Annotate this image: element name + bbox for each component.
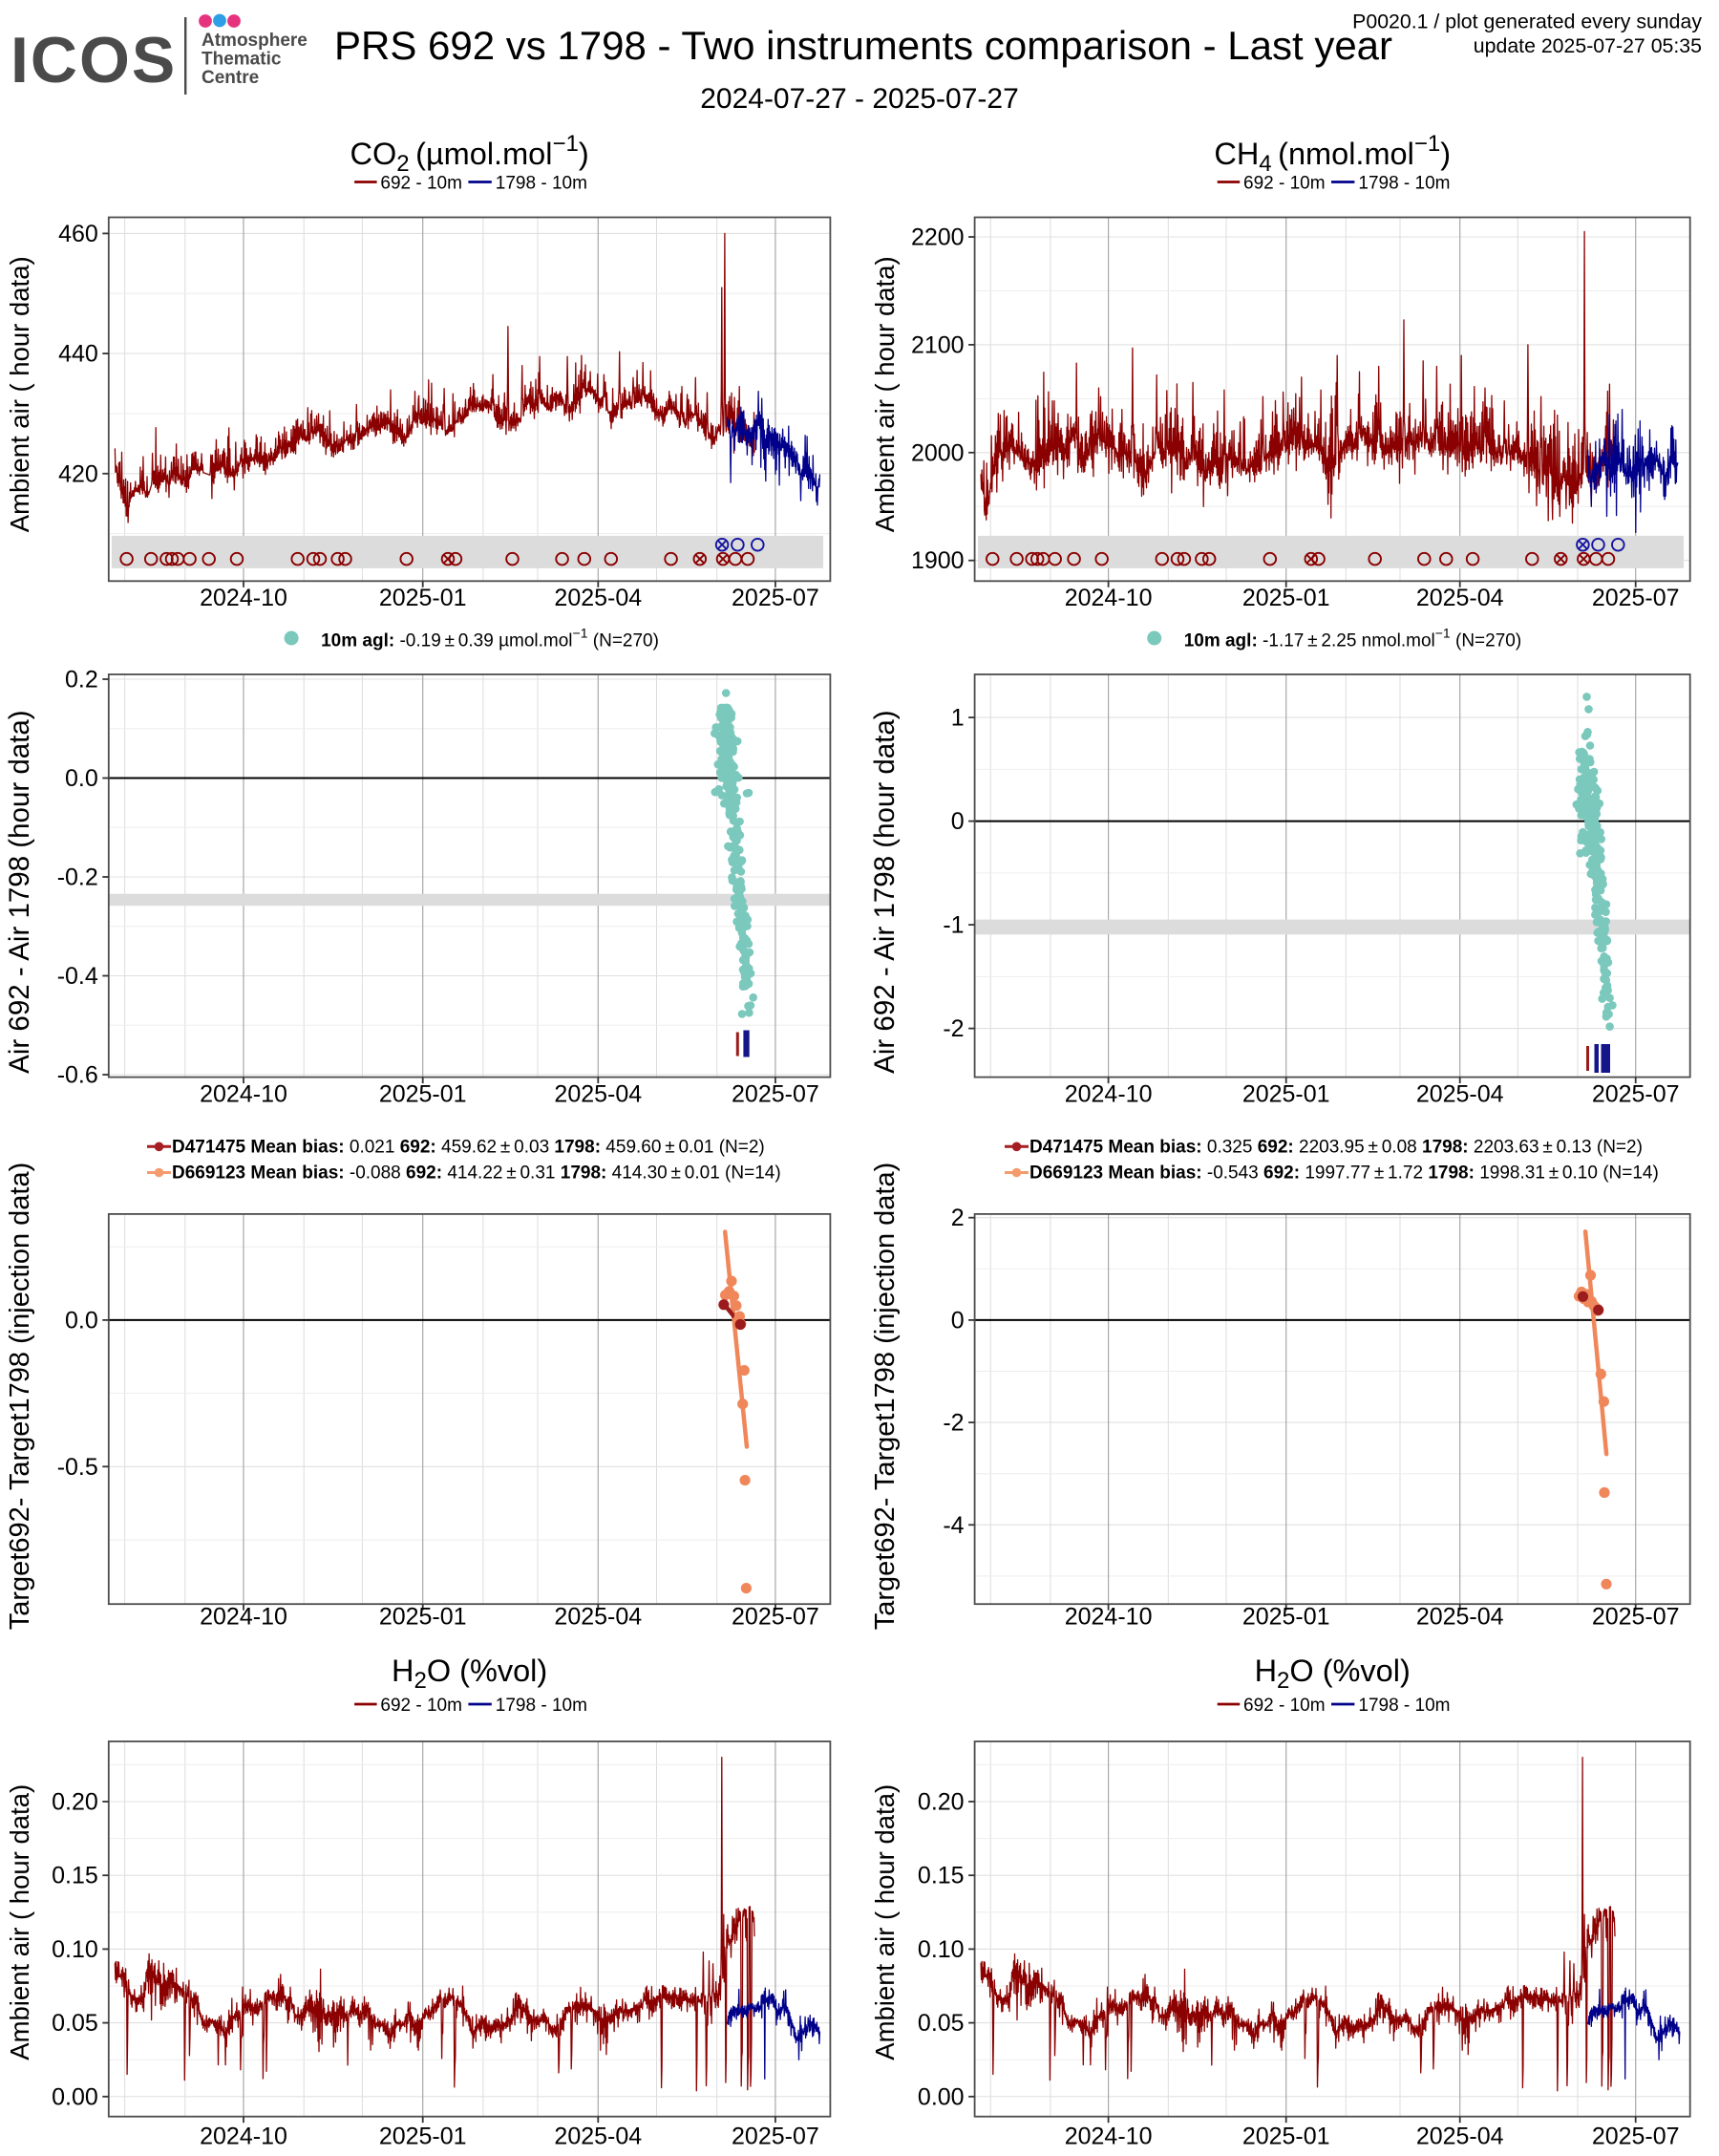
svg-text:692 - 10m: 692 - 10m <box>1243 174 1326 194</box>
svg-text:0.10: 0.10 <box>52 1936 98 1963</box>
svg-text:2024-10: 2024-10 <box>200 585 287 611</box>
svg-text:692 - 10m: 692 - 10m <box>380 174 462 194</box>
svg-text:2025-01: 2025-01 <box>379 1081 467 1108</box>
svg-text:2025-01: 2025-01 <box>1242 1604 1330 1631</box>
svg-text:Air 692 - Air 1798 (hour data): Air 692 - Air 1798 (hour data) <box>869 710 901 1073</box>
svg-text:2024-10: 2024-10 <box>1065 1081 1153 1108</box>
svg-text:D471475 Mean bias: 0.325 69: D471475 Mean bias: 0.325 692: 2203.95 ± … <box>1029 1137 1643 1157</box>
svg-text:P0020.1 / plot generated every: P0020.1 / plot generated every sunday <box>1352 11 1702 33</box>
svg-text:2025-04: 2025-04 <box>1416 585 1504 611</box>
svg-text:CH4 (nmol.mol−1): CH4 (nmol.mol−1) <box>1214 131 1451 177</box>
svg-text:1798 - 10m: 1798 - 10m <box>1358 1696 1450 1716</box>
svg-text:1: 1 <box>951 705 965 732</box>
svg-text:2025-07: 2025-07 <box>1592 585 1680 611</box>
svg-text:Target692- Target1798 (injecti: Target692- Target1798 (injection data) <box>5 1163 35 1631</box>
svg-text:2025-04: 2025-04 <box>554 2124 642 2150</box>
svg-text:2025-01: 2025-01 <box>379 585 467 611</box>
svg-text:0.00: 0.00 <box>918 2083 965 2110</box>
svg-text:0.10: 0.10 <box>918 1936 965 1963</box>
svg-text:0.2: 0.2 <box>65 667 98 694</box>
svg-text:2024-10: 2024-10 <box>200 2124 287 2150</box>
svg-text:H2O (%vol): H2O (%vol) <box>1255 1654 1411 1694</box>
svg-text:2025-07: 2025-07 <box>732 1604 819 1631</box>
svg-text:Thematic: Thematic <box>202 50 282 70</box>
svg-text:-2: -2 <box>943 1410 964 1437</box>
svg-text:2025-01: 2025-01 <box>1242 2124 1330 2150</box>
svg-text:2025-07: 2025-07 <box>732 1081 819 1108</box>
svg-text:2024-10: 2024-10 <box>1065 2124 1153 2150</box>
svg-text:2: 2 <box>951 1205 965 1231</box>
svg-text:0.0: 0.0 <box>65 765 98 792</box>
svg-text:2024-10: 2024-10 <box>200 1081 287 1108</box>
svg-text:2025-07: 2025-07 <box>732 585 819 611</box>
svg-text:Atmosphere: Atmosphere <box>202 31 308 51</box>
svg-text:1798 - 10m: 1798 - 10m <box>1358 174 1450 194</box>
svg-text:-0.4: -0.4 <box>57 963 98 990</box>
svg-text:1798 - 10m: 1798 - 10m <box>496 174 587 194</box>
svg-text:-0.2: -0.2 <box>57 865 98 891</box>
svg-text:2025-04: 2025-04 <box>1416 2124 1504 2150</box>
svg-text:0.05: 0.05 <box>918 2010 965 2037</box>
svg-text:D669123 Mean bias: -0.088 6: D669123 Mean bias: -0.088 692: 414.22 ± … <box>172 1163 781 1184</box>
svg-text:Ambient air ( hour data): Ambient air ( hour data) <box>870 1784 900 2060</box>
svg-text:PRS 692 vs 1798 - Two instrume: PRS 692 vs 1798 - Two instruments compar… <box>334 23 1392 68</box>
svg-text:0.20: 0.20 <box>52 1789 98 1816</box>
svg-text:2025-07: 2025-07 <box>732 2124 819 2150</box>
svg-text:2025-07: 2025-07 <box>1592 1081 1680 1108</box>
svg-text:2025-04: 2025-04 <box>554 585 642 611</box>
svg-text:0.15: 0.15 <box>52 1863 98 1889</box>
svg-text:440: 440 <box>58 341 98 368</box>
svg-text:-0.5: -0.5 <box>57 1454 98 1481</box>
svg-text:2025-01: 2025-01 <box>379 2124 467 2150</box>
svg-text:Ambient air ( hour data): Ambient air ( hour data) <box>870 256 900 532</box>
svg-text:2025-04: 2025-04 <box>554 1604 642 1631</box>
svg-text:-0.6: -0.6 <box>57 1062 98 1089</box>
svg-text:2025-04: 2025-04 <box>1416 1604 1504 1631</box>
svg-text:460: 460 <box>58 221 98 247</box>
svg-text:Air 692 - Air 1798 (hour data): Air 692 - Air 1798 (hour data) <box>4 710 35 1073</box>
svg-text:692 - 10m: 692 - 10m <box>380 1696 462 1716</box>
svg-text:-1: -1 <box>943 912 964 939</box>
svg-text:0.20: 0.20 <box>918 1789 965 1816</box>
svg-text:1798 - 10m: 1798 - 10m <box>496 1696 587 1716</box>
svg-text:2025-01: 2025-01 <box>1242 585 1330 611</box>
svg-text:2024-07-27 - 2025-07-27: 2024-07-27 - 2025-07-27 <box>700 83 1019 115</box>
svg-text:Ambient air ( hour data): Ambient air ( hour data) <box>5 1784 34 2060</box>
svg-text:0.00: 0.00 <box>52 2083 98 2110</box>
svg-text:-2: -2 <box>943 1015 964 1042</box>
svg-text:Centre: Centre <box>202 68 259 88</box>
svg-text:Target692- Target1798 (injecti: Target692- Target1798 (injection data) <box>870 1163 901 1631</box>
svg-text:2000: 2000 <box>911 439 965 466</box>
svg-text:D471475 Mean bias: 0.021 69: D471475 Mean bias: 0.021 692: 459.62 ± 0… <box>172 1137 765 1157</box>
svg-text:0.15: 0.15 <box>918 1863 965 1889</box>
svg-text:D669123 Mean bias: -0.543 6: D669123 Mean bias: -0.543 692: 1997.77 ±… <box>1029 1163 1659 1184</box>
svg-text:2024-10: 2024-10 <box>1065 1604 1153 1631</box>
svg-text:2025-04: 2025-04 <box>1416 1081 1504 1108</box>
svg-text:2025-07: 2025-07 <box>1592 2124 1680 2150</box>
svg-text:CO2 (µmol.mol−1): CO2 (µmol.mol−1) <box>350 131 589 177</box>
svg-text:0: 0 <box>951 1307 965 1334</box>
svg-text:2025-07: 2025-07 <box>1592 1604 1680 1631</box>
svg-text:-4: -4 <box>943 1512 964 1539</box>
svg-text:2025-01: 2025-01 <box>1242 1081 1330 1108</box>
svg-text:0.0: 0.0 <box>65 1307 98 1334</box>
svg-text:2200: 2200 <box>911 224 965 251</box>
svg-text:2024-10: 2024-10 <box>1065 585 1153 611</box>
svg-text:2025-04: 2025-04 <box>554 1081 642 1108</box>
svg-text:2024-10: 2024-10 <box>200 1604 287 1631</box>
svg-text:2100: 2100 <box>911 331 965 358</box>
svg-text:420: 420 <box>58 460 98 487</box>
svg-text:ICOS: ICOS <box>11 24 177 96</box>
svg-text:1900: 1900 <box>911 547 965 574</box>
svg-text:692 - 10m: 692 - 10m <box>1243 1696 1326 1716</box>
svg-text:2025-01: 2025-01 <box>379 1604 467 1631</box>
svg-text:update 2025-07-27 05:35: update 2025-07-27 05:35 <box>1474 34 1702 57</box>
svg-text:Ambient air ( hour data): Ambient air ( hour data) <box>5 256 34 532</box>
svg-text:0.05: 0.05 <box>52 2010 98 2037</box>
svg-text:0: 0 <box>951 808 965 835</box>
